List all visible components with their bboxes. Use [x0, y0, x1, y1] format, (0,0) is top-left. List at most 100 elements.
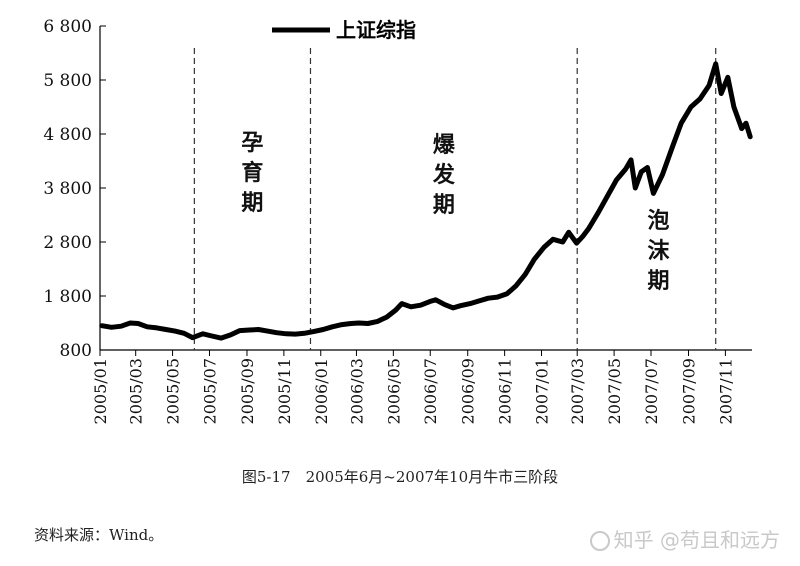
data-point — [515, 285, 517, 287]
x-tick-label: 2006/09 — [459, 358, 478, 424]
data-point — [377, 320, 379, 322]
legend-entry: 上证综指 — [336, 18, 416, 42]
x-axis: 2005/01 2005/03 2005/05 2005/07 2005/09 2005/… — [91, 350, 735, 424]
data-point — [634, 187, 636, 189]
data-point — [576, 242, 578, 244]
data-point — [582, 236, 584, 238]
data-point — [276, 332, 278, 334]
x-tick-label: 2005/07 — [200, 358, 219, 424]
data-point — [640, 171, 642, 173]
data-point — [469, 303, 471, 305]
data-point — [568, 231, 570, 233]
data-point — [652, 192, 654, 194]
y-tick-label: 5 800 — [43, 71, 92, 91]
data-point — [680, 122, 682, 124]
y-tick-label: 1 800 — [43, 287, 92, 307]
x-tick-label: 2005/11 — [275, 358, 294, 424]
watermark: 知乎 @苟且和远方 — [589, 524, 780, 553]
data-point — [322, 329, 324, 330]
x-tick-label: 2005/09 — [238, 358, 257, 424]
y-tick-label: 3 800 — [43, 179, 92, 199]
data-point — [350, 323, 352, 324]
data-point — [562, 241, 564, 243]
data-point — [192, 337, 193, 339]
data-point — [597, 211, 599, 213]
data-point — [720, 93, 722, 94]
data-point — [460, 305, 461, 307]
data-point — [386, 316, 388, 318]
data-point — [435, 299, 437, 301]
data-point — [588, 228, 590, 229]
data-point — [331, 326, 333, 328]
data-point — [506, 293, 508, 295]
series-layer — [99, 61, 753, 341]
data-point — [294, 333, 296, 335]
x-tick-label: 2007/01 — [533, 358, 552, 424]
data-point — [111, 326, 112, 328]
data-point — [101, 325, 103, 327]
data-point — [401, 303, 403, 305]
x-tick-label: 2006/11 — [496, 358, 515, 424]
data-point — [146, 326, 148, 328]
y-axis: 800 1 800 2 800 3 800 4 800 5 800 6 800 — [43, 17, 106, 361]
chart: 800 1 800 2 800 3 800 4 800 5 800 6 800 2005/0… — [43, 17, 753, 424]
y-tick-label: 800 — [60, 341, 92, 361]
phase-label: 爆发期 — [432, 133, 456, 218]
data-point — [487, 297, 489, 299]
data-point — [211, 335, 213, 337]
data-point — [267, 330, 268, 332]
phase-label: 孕育期 — [241, 131, 263, 216]
data-point — [239, 330, 241, 332]
x-tick-label: 2006/05 — [384, 358, 403, 424]
data-point — [662, 174, 663, 175]
x-tick-label: 2005/03 — [127, 358, 146, 424]
x-tick-label: 2007/09 — [679, 358, 698, 424]
data-point — [258, 329, 259, 330]
data-point — [690, 106, 692, 108]
watermark-text: 知乎 @苟且和远方 — [613, 528, 780, 552]
y-tick-label: 6 800 — [43, 17, 92, 37]
data-point — [120, 325, 122, 327]
source-note: 资料来源：Wind。 — [34, 526, 164, 544]
data-point — [341, 324, 343, 326]
data-point — [543, 246, 545, 248]
data-point — [749, 136, 751, 138]
data-point — [410, 306, 412, 308]
data-point — [606, 195, 608, 197]
data-point — [552, 238, 554, 240]
x-tick-label: 2006/07 — [421, 358, 440, 424]
data-point — [671, 147, 673, 148]
data-point — [220, 337, 222, 339]
data-point — [156, 327, 158, 329]
data-point — [183, 332, 185, 334]
data-point — [303, 332, 305, 334]
data-point — [524, 273, 526, 275]
data-point — [420, 304, 422, 306]
x-tick-label: 2007/05 — [605, 358, 624, 424]
phase-dividers — [193, 48, 717, 350]
data-point — [137, 323, 139, 324]
data-point — [745, 122, 747, 124]
figure-caption: 图5-17 2005年6月~2007年10月牛市三阶段 — [241, 468, 559, 486]
data-point — [699, 98, 701, 100]
data-point — [165, 329, 167, 330]
y-tick-label: 4 800 — [43, 125, 92, 145]
x-tick-label: 2007/07 — [642, 358, 661, 424]
data-point — [630, 159, 632, 161]
data-point — [129, 322, 131, 324]
data-point — [444, 304, 446, 306]
data-point — [733, 106, 735, 108]
data-point — [478, 300, 480, 302]
data-point — [313, 331, 314, 333]
data-point — [625, 168, 627, 170]
data-point — [741, 128, 743, 130]
data-point — [727, 76, 729, 78]
data-point — [496, 296, 498, 298]
series-line — [99, 61, 753, 341]
data-point — [174, 330, 176, 332]
zhihu-logo-icon — [589, 531, 610, 551]
data-point — [230, 334, 232, 336]
data-point — [616, 179, 617, 181]
x-tick-label: 2005/01 — [91, 358, 110, 424]
